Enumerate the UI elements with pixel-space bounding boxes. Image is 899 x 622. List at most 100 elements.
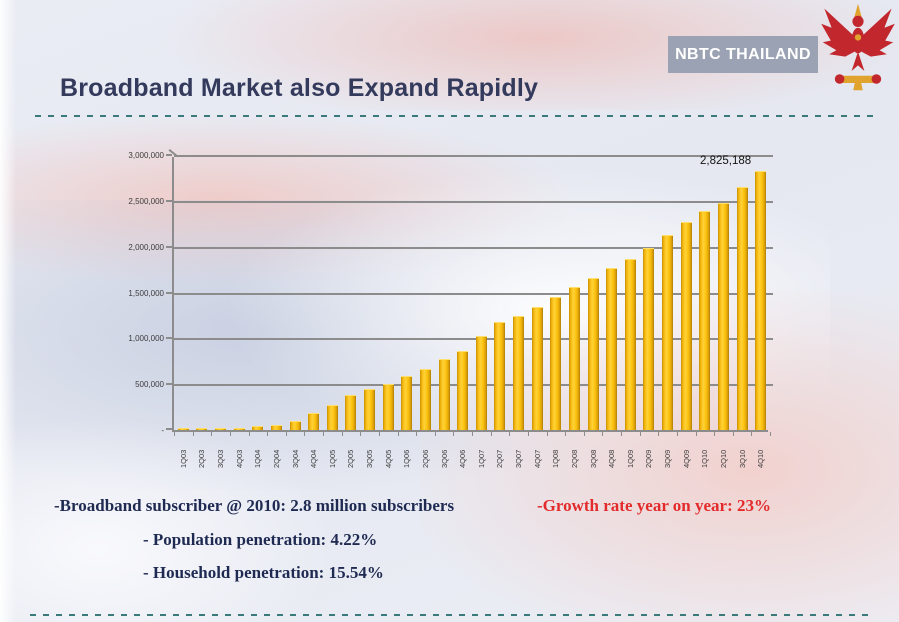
note-household-penetration: - Household penetration: 15.54%: [143, 563, 384, 582]
x-axis-tick: [751, 432, 753, 436]
y-axis-label: 1,000,000: [128, 334, 164, 344]
x-axis-label: 1Q06: [402, 449, 412, 468]
x-axis-label: 4Q06: [458, 449, 468, 468]
bar-2Q04: [270, 425, 282, 430]
x-axis-tick: [546, 432, 548, 436]
bar-3Q10: [736, 187, 748, 430]
x-axis-tick: [583, 432, 585, 436]
x-axis-label: 4Q05: [383, 449, 393, 468]
x-axis-tick: [621, 432, 622, 436]
y-axis-label: 2,000,000: [128, 242, 164, 252]
x-axis-tick: [732, 432, 734, 436]
x-axis-tick: [267, 432, 269, 436]
gridline: [174, 155, 773, 157]
x-axis-tick: [639, 432, 641, 436]
note-growth-rate: -Growth rate year on year: 23%: [537, 496, 772, 515]
bar-4Q03: [233, 428, 245, 430]
x-axis-label: 3Q06: [439, 449, 449, 468]
x-axis-tick: [472, 432, 473, 436]
y-axis-tick: [166, 199, 172, 202]
x-axis-label: 2Q08: [569, 449, 579, 468]
bar-3Q05: [364, 389, 376, 430]
bar-2Q05: [345, 395, 357, 430]
x-axis-tick: [211, 432, 213, 436]
bar-2Q09: [643, 248, 655, 430]
nbtc-thailand-badge: NBTC THAILAND: [668, 36, 818, 73]
x-axis-tick: [416, 432, 418, 436]
bar-3Q06: [438, 359, 450, 430]
x-axis-label: 3Q05: [365, 449, 375, 468]
y-axis-tick: [166, 383, 172, 386]
x-axis-label: 1Q08: [551, 449, 561, 468]
x-axis-tick: [360, 432, 362, 436]
x-axis-tick: [378, 432, 380, 436]
y-axis-tick: [166, 154, 172, 156]
x-axis-tick: [323, 432, 324, 436]
bar-4Q08: [606, 268, 618, 430]
y-axis-label: 2,500,000: [128, 196, 164, 206]
x-axis-tick: [304, 432, 306, 436]
y-axis-label: 500,000: [135, 380, 164, 390]
x-axis-tick: [341, 432, 343, 436]
bar-1Q09: [624, 259, 636, 430]
bar-2Q10: [717, 203, 729, 430]
bar-4Q05: [382, 384, 394, 430]
bar-4Q10: [755, 171, 767, 430]
garuda-emblem-icon: [821, 3, 895, 91]
x-axis-label: 1Q03: [178, 449, 188, 468]
x-axis-label: 4Q09: [681, 449, 691, 468]
x-axis-label: 2Q10: [718, 449, 728, 468]
bar-4Q04: [308, 413, 320, 430]
x-axis-tick: [490, 432, 492, 436]
bar-1Q10: [699, 211, 711, 430]
x-axis-tick: [229, 432, 231, 436]
x-axis-tick: [285, 432, 287, 436]
bar-1Q07: [475, 336, 487, 430]
bar-4Q06: [457, 351, 469, 430]
x-axis-tick: [714, 432, 716, 436]
bar-2Q08: [568, 287, 580, 430]
x-axis-label: 3Q03: [216, 449, 226, 468]
x-axis-tick: [174, 432, 175, 436]
gridline: [174, 200, 773, 203]
gridline: [174, 338, 773, 341]
x-axis-tick: [602, 432, 604, 436]
x-axis-label: 4Q03: [234, 449, 244, 468]
x-axis-tick: [658, 432, 660, 436]
bar-1Q03: [177, 428, 189, 430]
x-axis-tick: [397, 432, 399, 436]
plot-area: 3,000,000 2,500,000 2,000,000 1,500,000 1,00…: [128, 149, 773, 468]
x-axis-label: 1Q09: [625, 449, 635, 468]
y-axis-tick: [166, 291, 172, 294]
gridline: [174, 384, 773, 387]
bar-3Q07: [513, 316, 525, 430]
bar-3Q09: [662, 235, 674, 430]
x-axis-tick: [676, 432, 678, 436]
x-axis-label: 3Q04: [290, 449, 300, 468]
x-axis-tick: [192, 432, 194, 436]
x-axis-label: 2Q09: [644, 449, 654, 468]
x-axis-label: 4Q10: [756, 449, 766, 468]
bar-2Q07: [494, 322, 506, 430]
x-axis-label: 4Q08: [607, 449, 617, 468]
x-axis-label: 3Q10: [737, 449, 747, 468]
x-axis-label: 1Q05: [327, 449, 337, 468]
last-bar-value-label: 2,825,188: [700, 155, 752, 168]
x-axis-label: 1Q04: [253, 449, 263, 468]
y-axis-label: -: [161, 426, 164, 435]
gridline: [174, 246, 773, 249]
y-axis-label: 1,500,000: [128, 288, 164, 298]
bar-2Q06: [419, 369, 431, 430]
page-title: Broadband Market also Expand Rapidly: [60, 74, 539, 102]
bar-3Q04: [289, 421, 301, 430]
gridline: [174, 292, 773, 295]
x-axis-tick: [453, 432, 455, 436]
x-axis-label: 1Q10: [700, 449, 710, 468]
y-axis-tick: [166, 337, 172, 340]
x-axis-label: 2Q06: [420, 449, 430, 468]
x-axis-tick: [770, 432, 771, 436]
broadband-subscribers-chart: 3,000,000 2,500,000 2,000,000 1,500,000 1,00…: [128, 149, 812, 477]
bar-4Q07: [531, 307, 543, 430]
x-axis-label: 3Q08: [588, 449, 598, 468]
